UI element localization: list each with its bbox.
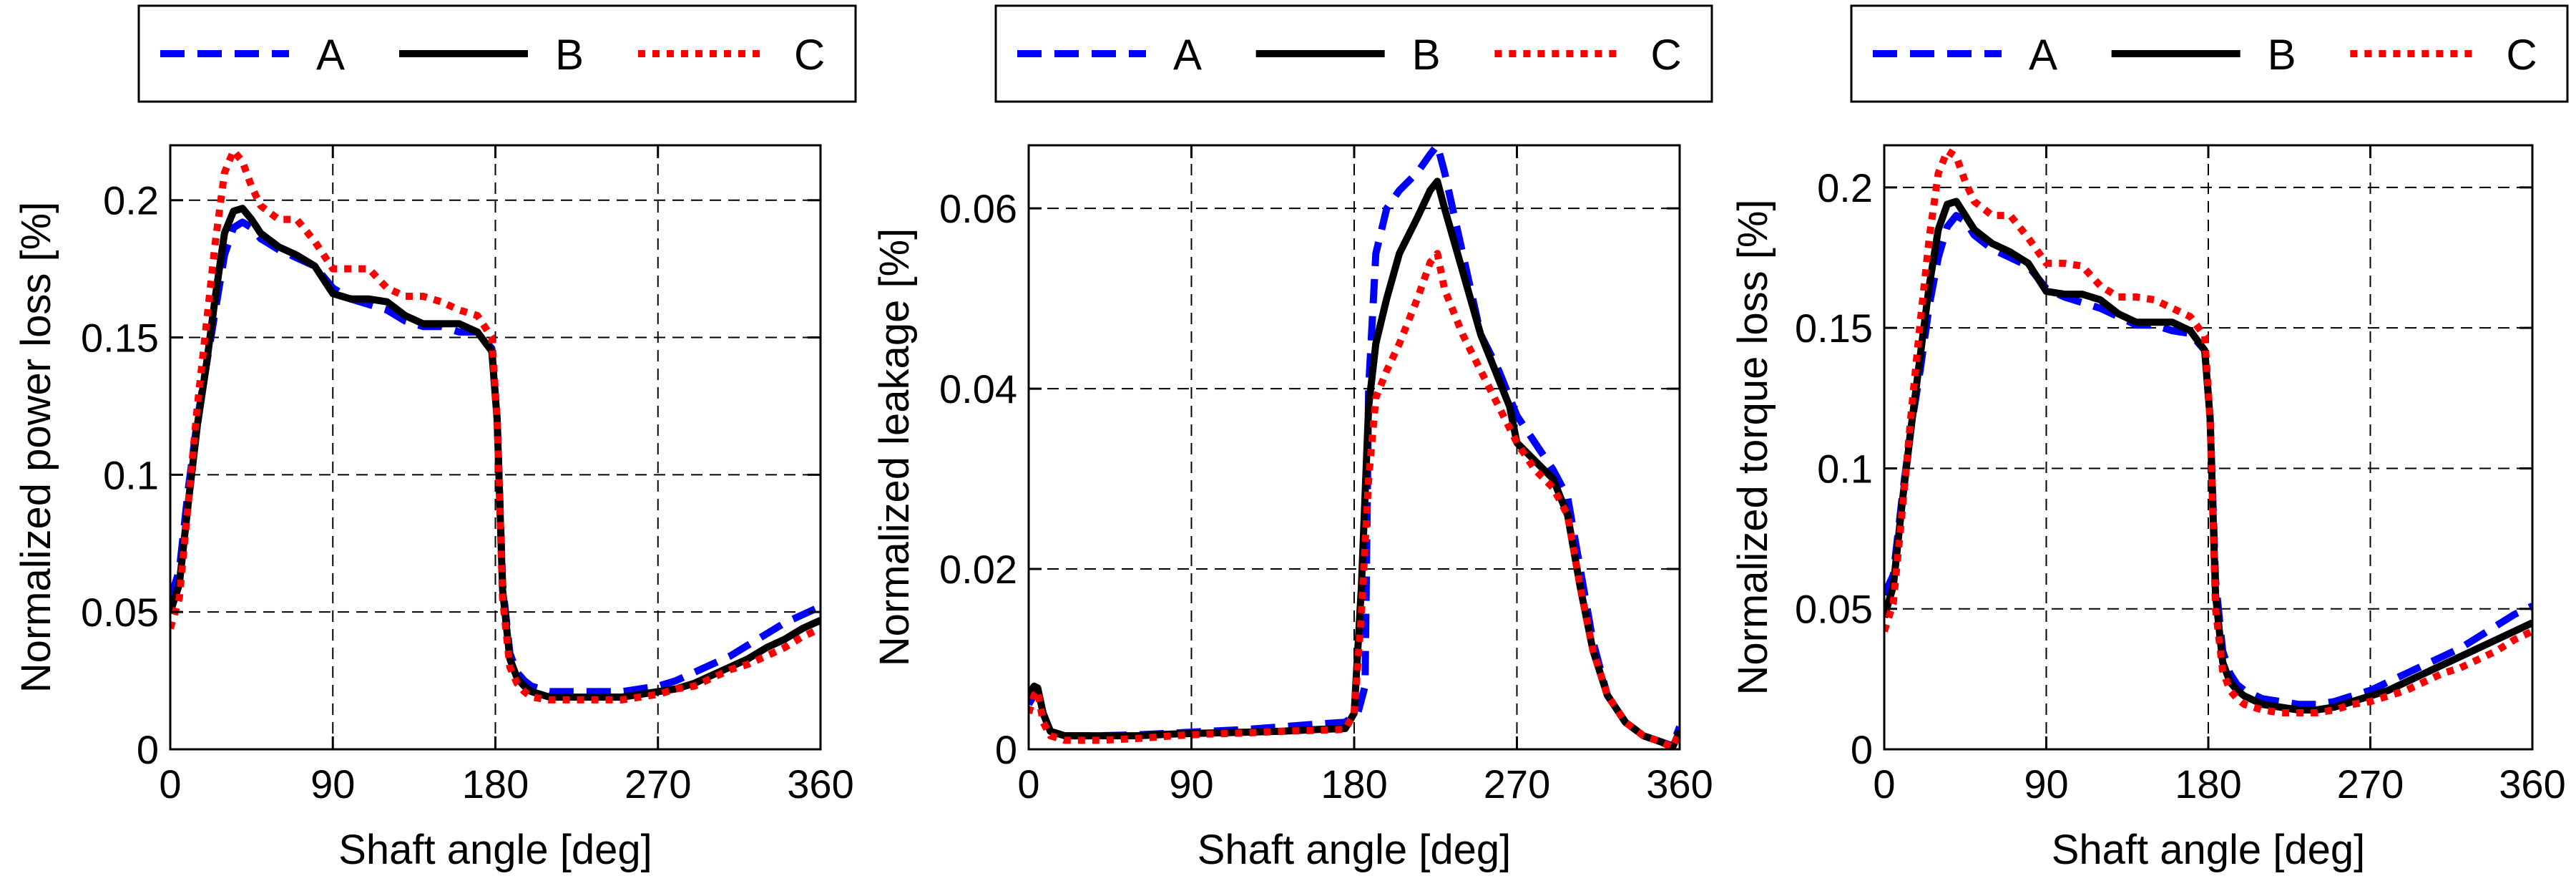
x-axis-label: Shaft angle [deg] [1198,827,1512,873]
x-tick-label: 180 [1321,761,1387,807]
y-axis-label: Normalized leakage [%] [871,228,918,667]
y-tick-label: 0.04 [939,366,1017,412]
x-tick-label: 180 [462,761,529,807]
legend-label-C: C [794,31,825,79]
y-tick-label: 0.05 [81,590,159,635]
x-tick-label: 270 [625,761,691,807]
y-tick-label: 0 [995,727,1017,772]
series-line-C [1029,250,1680,749]
series-line-B [1884,198,2532,714]
x-tick-label: 360 [787,761,853,807]
x-tick-label: 0 [159,761,181,807]
x-tick-label: 360 [1646,761,1713,807]
y-tick-label: 0.1 [1817,446,1873,491]
y-tick-label: 0 [137,727,159,772]
y-tick-label: 0.05 [1795,587,1873,632]
x-tick-label: 360 [2499,761,2565,807]
y-tick-label: 0.15 [81,316,159,361]
x-tick-label: 90 [1169,761,1213,807]
x-tick-label: 0 [1873,761,1895,807]
y-tick-label: 0.1 [103,452,159,497]
x-tick-label: 270 [1484,761,1550,807]
x-tick-label: 90 [310,761,355,807]
legend-label-A: A [316,31,345,79]
y-axis-label: Normalized power loss [%] [13,202,59,693]
y-tick-label: 0.2 [1817,165,1873,210]
chart-panel-3: 0 90 180 270 360 0 0.05 0.1 0.15 0.2 Shaft angle [… [1730,4,2569,873]
x-tick-label: 90 [2024,761,2068,807]
x-tick-label: 0 [1017,761,1039,807]
y-tick-label: 0.2 [103,178,159,223]
series-line-A [170,218,821,696]
series-line-C [170,147,821,703]
legend-label-B: B [2268,31,2296,79]
y-tick-label: 0.15 [1795,306,1873,351]
x-tick-label: 270 [2337,761,2404,807]
legend-label-B: B [1412,31,1441,79]
legend-label-B: B [555,31,584,79]
legend-label-C: C [1650,31,1681,79]
series-line-B [170,205,821,701]
y-tick-label: 0 [1851,727,1873,772]
series-line-C [1884,147,2532,716]
y-tick-label: 0.06 [939,186,1017,231]
legend-label-A: A [2029,31,2057,79]
legend-label-A: A [1173,31,1202,79]
x-axis-label: Shaft angle [deg] [2052,827,2366,873]
x-axis-label: Shaft angle [deg] [338,827,652,873]
y-axis-label: Normalized torque loss [%] [1730,199,1776,695]
chart-panel-2: 0 90 180 270 360 0 0.02 0.04 0.06 Shaft angle [de… [871,4,1713,873]
x-tick-label: 180 [2175,761,2241,807]
legend-label-C: C [2506,31,2537,79]
y-tick-label: 0.02 [939,547,1017,592]
chart-panel-1: 0 90 180 270 360 0 0.05 0.1 0.15 0.2 Shaft angle [… [13,4,857,873]
